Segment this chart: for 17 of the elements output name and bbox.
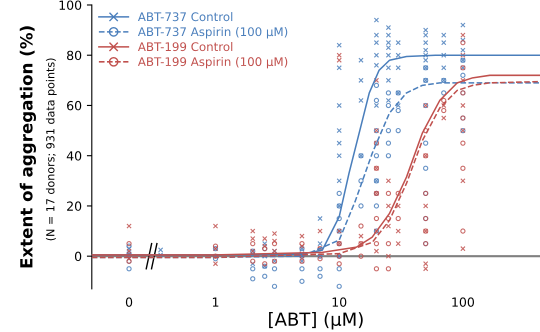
y-tick-label: 20 xyxy=(67,201,82,211)
y-tick-label: 0 xyxy=(74,252,82,262)
y-tick-label: 80 xyxy=(67,50,82,60)
legend-label: ABT-199 Control xyxy=(138,42,232,52)
y-tick-label: 60 xyxy=(67,100,82,110)
x-axis-title: [ABT] (µM) xyxy=(269,312,363,330)
y-tick-label: 100 xyxy=(60,0,82,10)
x-tick-label: 100 xyxy=(452,297,474,307)
x-tick-label: 1 xyxy=(212,298,218,307)
y-tick-label: 40 xyxy=(66,151,82,161)
legend-label: ABT-737 Aspirin (100 µM) xyxy=(138,27,288,38)
text: (N = 17 donors; 931 data points) xyxy=(46,58,57,240)
legend-label: ABT-199 Aspirin (100 µM) xyxy=(138,56,288,68)
y-axis-title: Extent of aggregation (%) xyxy=(20,26,36,268)
x-tick-label: 10 xyxy=(332,297,346,307)
x-tick-label: 0 xyxy=(126,297,132,307)
legend-label: ABT-737 Control xyxy=(138,12,232,22)
